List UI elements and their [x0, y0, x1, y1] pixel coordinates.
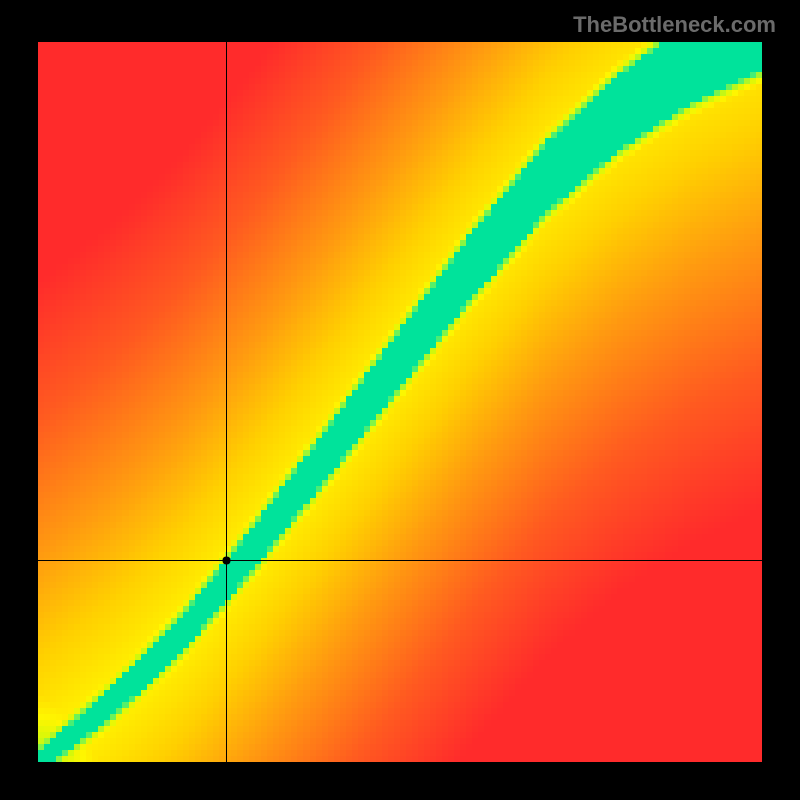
chart-container: TheBottleneck.com — [0, 0, 800, 800]
watermark-text: TheBottleneck.com — [573, 12, 776, 38]
bottleneck-heatmap — [38, 42, 762, 762]
